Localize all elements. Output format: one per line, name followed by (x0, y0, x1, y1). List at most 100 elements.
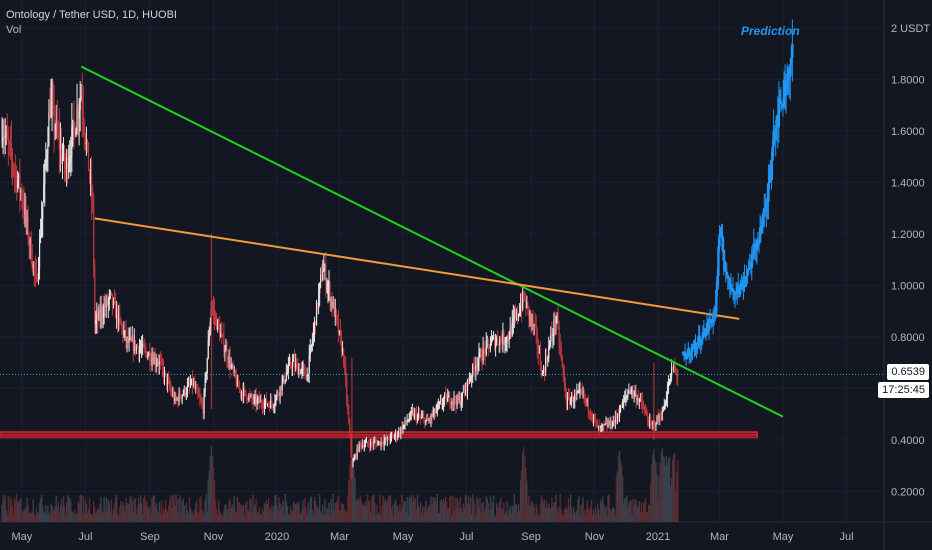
volume-bar (302, 500, 304, 522)
volume-bar (533, 507, 535, 522)
candle-body (234, 370, 236, 378)
volume-bar (492, 495, 495, 522)
volume-bar (332, 494, 334, 522)
candle-body (315, 302, 318, 326)
volume-bar (208, 470, 210, 522)
candle-body (502, 332, 504, 344)
candle-body (47, 145, 49, 155)
volume-bar (10, 500, 13, 522)
volume-indicator-label[interactable]: Vol (6, 24, 22, 36)
volume-bar (398, 512, 400, 522)
candle-body (412, 411, 414, 417)
candle-body (658, 415, 660, 420)
candle-body (371, 441, 373, 444)
candle-body (257, 397, 259, 400)
candle-body (261, 404, 263, 407)
prediction-body (732, 290, 736, 294)
candle-body (547, 358, 549, 360)
candle-body (580, 389, 582, 391)
candle-body (675, 368, 677, 372)
candle-body (458, 398, 460, 401)
volume-bar (576, 510, 578, 522)
volume-bar (291, 510, 294, 522)
candle-body (605, 423, 607, 425)
prediction-body (781, 105, 785, 108)
candle-body (323, 270, 325, 272)
volume-bar (551, 497, 553, 522)
candle-body (297, 363, 299, 374)
volume-bar (326, 507, 328, 522)
candle-body (129, 337, 131, 339)
volume-bar (103, 497, 105, 522)
volume-bar (556, 508, 558, 522)
volume-bar (98, 509, 100, 522)
candle-body (467, 379, 470, 382)
volume-bar (234, 511, 237, 522)
prediction-body (688, 348, 691, 358)
volume-bar (419, 502, 422, 522)
candle-body (289, 361, 292, 367)
volume-bar (271, 504, 273, 522)
countdown-badge: 17:25:45 (878, 382, 929, 399)
volume-bar (138, 503, 141, 522)
volume-bar (574, 512, 576, 522)
candle-body (462, 391, 464, 393)
candle-body (511, 320, 513, 335)
candle-body (1, 140, 3, 142)
candle-body (598, 426, 600, 429)
candle-body (483, 348, 485, 350)
candle-body (42, 202, 44, 219)
candle-body (139, 348, 142, 350)
candle-body (44, 164, 46, 185)
volume-bar (309, 498, 311, 522)
prediction-body (691, 346, 694, 352)
candle-body (353, 458, 355, 462)
candle-body (387, 436, 389, 440)
candle-body (573, 400, 575, 402)
volume-bar (441, 502, 444, 522)
prediction-body (756, 239, 760, 243)
candle-body (500, 338, 502, 341)
volume-bar (423, 511, 425, 522)
symbol-title[interactable]: Ontology / Tether USD, 1D, HUOBI (6, 9, 177, 21)
volume-bar (7, 496, 10, 522)
candle-body (676, 371, 678, 376)
candle-body (102, 316, 104, 318)
candle-body (160, 361, 162, 363)
candle-body (283, 375, 285, 383)
volume-bar (546, 509, 549, 522)
volume-bar (531, 501, 533, 522)
volume-bar (287, 514, 290, 522)
candle-body (576, 392, 578, 395)
candle-body (674, 366, 676, 369)
volume-bar (389, 495, 392, 522)
candle-body (303, 367, 305, 369)
candle-body (190, 378, 193, 385)
candle-body (618, 412, 621, 417)
candle-body (600, 426, 602, 428)
x-axis[interactable]: May Jul Sep Nov 2020 Mar May Jul Sep Nov 2021 Mar Ma… (11, 531, 853, 543)
volume-bar (339, 510, 342, 522)
volume-bar (526, 481, 528, 522)
prediction-body (739, 283, 742, 295)
x-tick-label: Mar (330, 531, 349, 543)
candle-body (485, 342, 487, 355)
candle-body (308, 355, 310, 375)
volume-bar (257, 511, 259, 522)
candle-body (223, 335, 225, 352)
candle-body (338, 330, 341, 334)
volume-bar (121, 504, 123, 522)
volume-bar (102, 512, 104, 522)
volume-bar (176, 499, 178, 522)
volume-bar (451, 515, 453, 522)
candle-body (422, 417, 424, 419)
y-axis[interactable]: 2 USDT 1.8000 1.6000 1.4000 1.2000 1.0000 0.80… (883, 0, 930, 550)
volume-bar (644, 498, 647, 522)
candle-body (86, 140, 89, 143)
candle-body (23, 205, 25, 215)
volume-bar (588, 510, 591, 522)
candle-body (93, 201, 95, 270)
volume-bar (105, 497, 107, 522)
volume-bar (215, 508, 218, 522)
